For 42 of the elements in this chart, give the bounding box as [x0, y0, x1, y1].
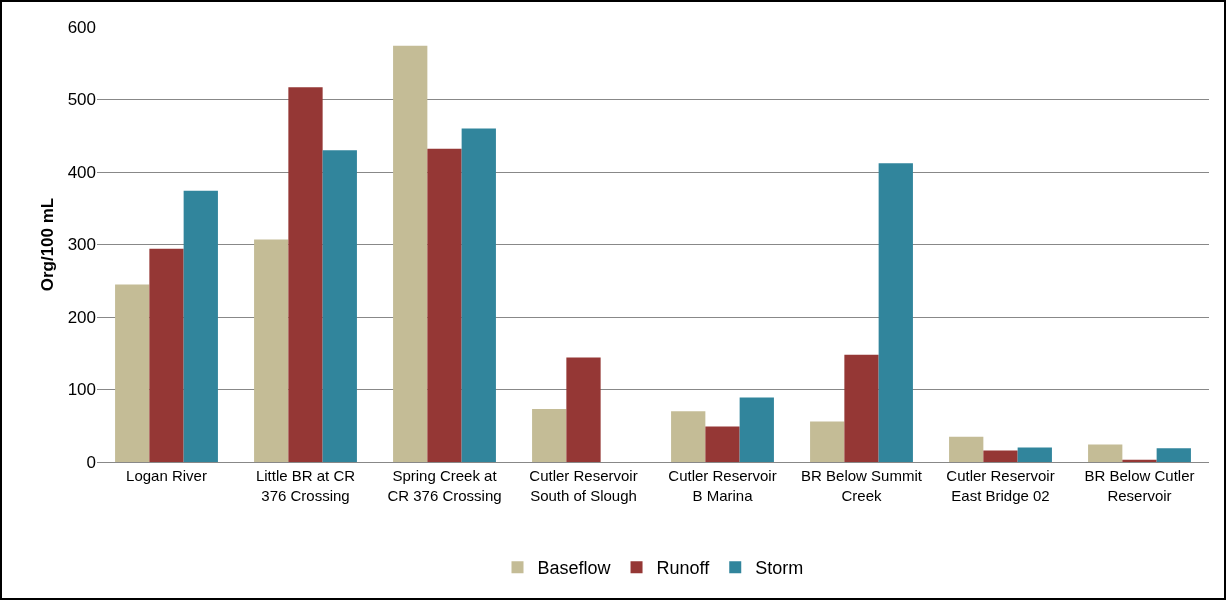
bar [1088, 444, 1123, 462]
y-axis-title: Org/100 mL [38, 197, 57, 292]
bar [1122, 459, 1157, 462]
x-tick-label: BR Below Cutler Reservoir [1084, 467, 1195, 504]
bar [322, 150, 357, 462]
bar [254, 239, 289, 462]
y-tick-label: 100 [67, 380, 96, 400]
bar [983, 450, 1018, 462]
x-tick-label: BR Below Summit Creek [801, 467, 923, 504]
bar [1017, 447, 1052, 462]
bar [949, 436, 984, 462]
y-tick-label: 400 [67, 162, 96, 182]
bar [183, 190, 218, 462]
bar [393, 45, 428, 462]
y-tick-label: 500 [67, 90, 96, 110]
x-tick-label: Cutler Reservoir East Bridge 02 [946, 467, 1055, 504]
bar [844, 354, 879, 462]
x-tick-label: Logan River [126, 467, 207, 484]
bar [810, 421, 845, 462]
y-tick-label: 600 [67, 17, 96, 37]
bar [427, 148, 462, 462]
bar [149, 248, 184, 462]
bar [288, 87, 323, 462]
bar [739, 397, 774, 462]
bar [1156, 448, 1191, 462]
bar [878, 163, 913, 462]
legend-label: Runoff [656, 558, 711, 579]
x-tick-label: Spring Creek at CR 376 Crossing [387, 467, 502, 504]
bar [705, 426, 740, 462]
bar [532, 409, 567, 462]
legend-label: Storm [755, 558, 804, 579]
bar [566, 357, 601, 462]
bar [115, 284, 150, 462]
bar [671, 411, 706, 462]
y-tick-label: 200 [67, 307, 96, 327]
bar [461, 128, 496, 462]
x-tick-label: Cutler Reservoir South of Slough [529, 467, 638, 504]
legend-label: Baseflow [537, 558, 612, 579]
y-tick-label: 300 [67, 235, 96, 255]
x-tick-label: Cutler Reservoir B Marina [668, 467, 777, 504]
y-tick-label: 0 [86, 452, 96, 472]
x-tick-label: Little BR at CR 376 Crossing [255, 467, 356, 504]
